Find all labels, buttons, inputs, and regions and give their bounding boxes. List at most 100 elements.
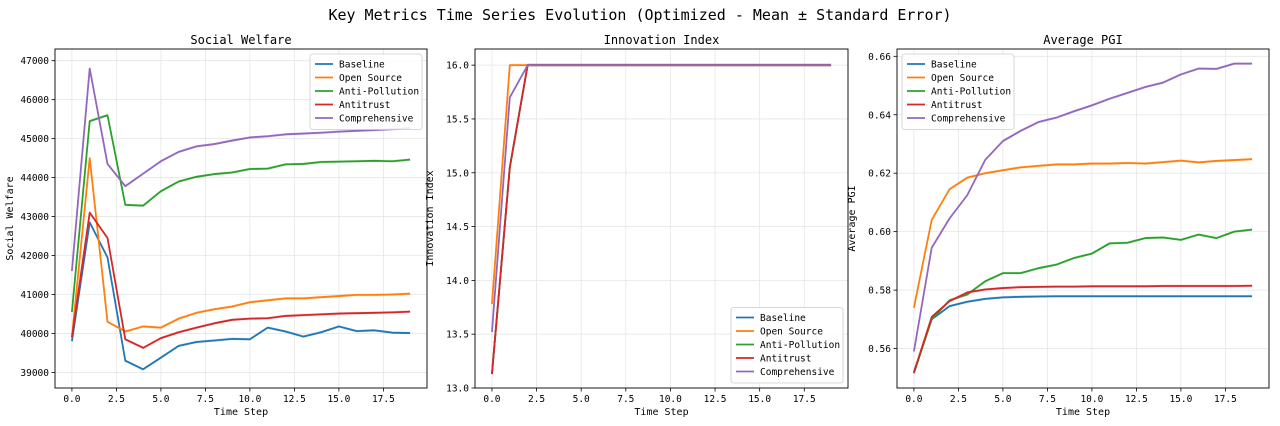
chart-1: 0.0 2.5 5.0 7.5 10.0 12.5 15.0 17.5 39000 40000 41… xyxy=(5,33,428,418)
x-tick-label: 12.5 xyxy=(704,394,727,405)
x-tick-label: 12.5 xyxy=(283,394,306,405)
y-tick-label: 46000 xyxy=(20,95,49,106)
legend-box xyxy=(901,53,1015,130)
legend-label: Open Source xyxy=(339,73,402,84)
series-line-baseline xyxy=(71,221,411,371)
y-tick-label: 41000 xyxy=(20,290,49,301)
error-band-baseline xyxy=(913,294,1253,374)
legend-box xyxy=(309,53,423,130)
legend: Baseline Open Source Anti-Pollution Antitru… xyxy=(730,307,844,384)
y-tick-label: 0.64 xyxy=(868,110,891,121)
y-tick-label: 0.62 xyxy=(868,169,891,180)
y-tick-label: 0.58 xyxy=(868,286,891,297)
legend-label: Open Source xyxy=(760,326,823,337)
x-tick-label: 15.0 xyxy=(748,394,771,405)
x-tick-label: 10.0 xyxy=(1080,394,1103,405)
series-line-antitrust xyxy=(71,211,411,349)
error-band-open-source xyxy=(491,63,832,306)
y-axis-label: Average PGI xyxy=(847,185,858,251)
legend-label: Anti-Pollution xyxy=(931,86,1011,97)
x-tick-label: 12.5 xyxy=(1125,394,1148,405)
legend-label: Baseline xyxy=(931,59,977,70)
series-line-baseline xyxy=(913,295,1253,373)
axes-frame xyxy=(54,48,428,389)
legend-label: Antitrust xyxy=(931,100,982,111)
x-tick-label: 5.0 xyxy=(152,394,169,405)
y-tick-label: 47000 xyxy=(20,56,49,67)
y-tick-label: 40000 xyxy=(20,329,49,340)
x-tick-label: 5.0 xyxy=(994,394,1011,405)
x-tick-label: 15.0 xyxy=(327,394,350,405)
y-tick-label: 0.60 xyxy=(868,227,891,238)
y-axis-label: Innovation Index xyxy=(425,170,436,266)
legend-label: Anti-Pollution xyxy=(339,86,419,97)
chart-title: Innovation Index xyxy=(604,33,720,47)
error-band-antitrust xyxy=(913,284,1253,374)
y-tick-label: 14.5 xyxy=(446,222,469,233)
legend-label: Comprehensive xyxy=(931,113,1006,124)
x-tick-label: 5.0 xyxy=(573,394,590,405)
y-tick-label: 45000 xyxy=(20,134,49,145)
y-tick-label: 15.0 xyxy=(446,168,469,179)
series-line-comprehensive xyxy=(491,64,832,333)
x-tick-label: 7.5 xyxy=(1039,394,1056,405)
y-tick-label: 15.5 xyxy=(446,114,469,125)
chart-2: 0.0 2.5 5.0 7.5 10.0 12.5 15.0 17.5 13.0 13.5 14.0… xyxy=(425,33,849,418)
x-tick-label: 7.5 xyxy=(617,394,634,405)
x-tick-label: 17.5 xyxy=(372,394,395,405)
chart-title: Social Welfare xyxy=(190,33,291,47)
series-line-open-source xyxy=(491,64,832,305)
y-tick-label: 0.66 xyxy=(868,52,891,63)
series-line-anti-pollution xyxy=(71,114,411,313)
y-tick-label: 42000 xyxy=(20,251,49,262)
y-tick-label: 16.0 xyxy=(446,61,469,72)
legend-label: Antitrust xyxy=(339,100,390,111)
error-band-anti-pollution xyxy=(71,113,411,314)
legend-label: Antitrust xyxy=(760,353,811,364)
x-tick-label: 2.5 xyxy=(528,394,545,405)
x-tick-label: 7.5 xyxy=(197,394,214,405)
y-tick-label: 14.0 xyxy=(446,276,469,287)
legend: Baseline Open Source Anti-Pollution Antitru… xyxy=(901,53,1015,130)
series-line-open-source xyxy=(71,157,411,338)
figure-title: Key Metrics Time Series Evolution (Optim… xyxy=(328,6,952,24)
series-line-antitrust xyxy=(913,284,1253,373)
x-tick-label: 10.0 xyxy=(659,394,682,405)
x-tick-label: 2.5 xyxy=(950,394,967,405)
y-tick-label: 43000 xyxy=(20,212,49,223)
series-line-comprehensive xyxy=(913,62,1253,352)
legend-label: Comprehensive xyxy=(339,113,414,124)
chart-3: 0.0 2.5 5.0 7.5 10.0 12.5 15.0 17.5 0.56 0.58 0.60… xyxy=(847,33,1270,418)
legend-label: Open Source xyxy=(931,73,994,84)
y-tick-label: 13.0 xyxy=(446,384,469,395)
x-tick-label: 2.5 xyxy=(108,394,125,405)
y-tick-label: 0.56 xyxy=(868,344,891,355)
x-tick-label: 17.5 xyxy=(1214,394,1237,405)
x-axis-label: Time Step xyxy=(214,407,268,418)
y-tick-label: 44000 xyxy=(20,173,49,184)
x-axis-label: Time Step xyxy=(1056,407,1110,418)
y-tick-label: 39000 xyxy=(20,368,49,379)
error-band-comprehensive xyxy=(491,63,832,334)
y-axis-label: Social Welfare xyxy=(5,176,16,260)
x-tick-label: 17.5 xyxy=(793,394,816,405)
x-tick-label: 0.0 xyxy=(905,394,922,405)
x-tick-label: 10.0 xyxy=(238,394,261,405)
x-axis-label: Time Step xyxy=(634,407,688,418)
x-tick-label: 15.0 xyxy=(1169,394,1192,405)
axes-frame xyxy=(896,48,1270,389)
y-tick-label: 13.5 xyxy=(446,330,469,341)
legend-label: Anti-Pollution xyxy=(760,340,840,351)
series-line-comprehensive xyxy=(71,67,411,272)
legend-label: Comprehensive xyxy=(760,367,835,378)
legend-label: Baseline xyxy=(760,313,806,324)
x-tick-label: 0.0 xyxy=(483,394,500,405)
legend: Baseline Open Source Anti-Pollution Antitru… xyxy=(309,53,423,130)
chart-title: Average PGI xyxy=(1043,33,1122,47)
axes-frame xyxy=(474,48,849,389)
legend-box xyxy=(730,307,844,384)
legend-label: Baseline xyxy=(339,59,385,70)
x-tick-label: 0.0 xyxy=(63,394,80,405)
